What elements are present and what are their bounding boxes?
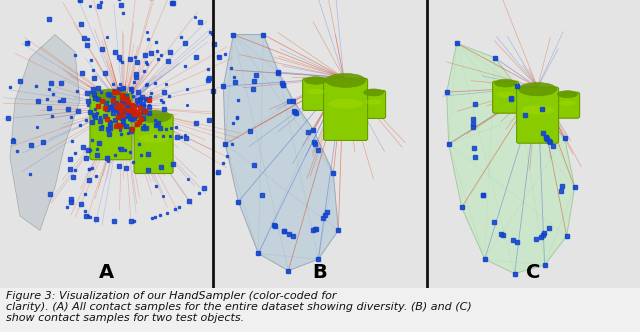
Polygon shape — [223, 35, 339, 271]
Text: clarity). (A) All contact samples for the entire dataset showing diversity. (B) : clarity). (A) All contact samples for th… — [6, 302, 472, 312]
Ellipse shape — [365, 100, 382, 105]
Ellipse shape — [95, 116, 127, 125]
Polygon shape — [10, 35, 80, 230]
Ellipse shape — [364, 89, 383, 96]
Ellipse shape — [522, 105, 554, 115]
Bar — [427, 0, 640, 288]
FancyBboxPatch shape — [516, 87, 559, 143]
Bar — [213, 0, 427, 288]
FancyBboxPatch shape — [303, 78, 328, 111]
Ellipse shape — [518, 83, 557, 96]
Ellipse shape — [139, 134, 168, 143]
Ellipse shape — [557, 91, 578, 98]
FancyBboxPatch shape — [324, 78, 367, 140]
Ellipse shape — [307, 89, 325, 94]
Text: C: C — [526, 263, 541, 282]
Ellipse shape — [496, 92, 515, 97]
Ellipse shape — [328, 99, 363, 109]
Ellipse shape — [559, 101, 576, 106]
Text: show contact samples for two test objects.: show contact samples for two test object… — [6, 313, 244, 323]
FancyBboxPatch shape — [556, 92, 580, 118]
Bar — [0, 0, 213, 288]
Polygon shape — [447, 43, 575, 274]
Bar — [0, 288, 640, 332]
Ellipse shape — [326, 73, 365, 87]
Ellipse shape — [305, 77, 326, 84]
Text: A: A — [99, 263, 114, 282]
Ellipse shape — [495, 79, 516, 87]
Ellipse shape — [136, 110, 171, 123]
FancyBboxPatch shape — [90, 94, 132, 160]
FancyBboxPatch shape — [493, 81, 518, 113]
FancyBboxPatch shape — [362, 90, 385, 119]
Text: Figure 3: Visualization of our HandSampler (color-coded for: Figure 3: Visualization of our HandSampl… — [6, 291, 337, 301]
Text: B: B — [312, 263, 328, 282]
FancyBboxPatch shape — [134, 115, 173, 174]
Ellipse shape — [92, 89, 130, 102]
